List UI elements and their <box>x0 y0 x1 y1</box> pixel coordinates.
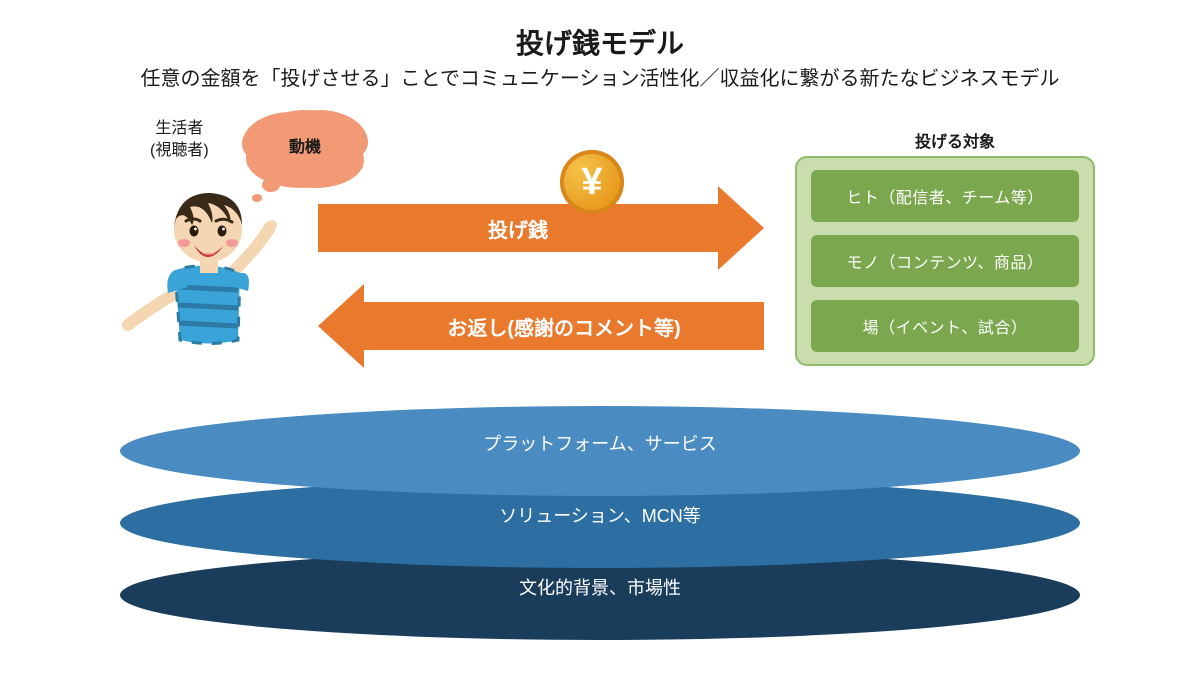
viewer-label: 生活者 (視聴者) <box>150 118 209 161</box>
layer-1: プラットフォーム、サービス <box>120 406 1080 496</box>
targets-title: 投げる対象 <box>810 128 1100 152</box>
arrow-head-right-icon <box>718 186 764 270</box>
targets-box: ヒト（配信者、チーム等） モノ（コンテンツ、商品） 場（イベント、試合） <box>795 156 1095 366</box>
return-arrow-label: お返し(感謝のコメント等) <box>364 302 764 350</box>
motive-label: 動機 <box>250 110 360 180</box>
motive-thought-bubble: 動機 <box>250 110 360 180</box>
return-arrow: お返し(感謝のコメント等) <box>318 284 764 368</box>
yen-coin-icon: ¥ <box>560 150 624 214</box>
layer-3-label: 文化的背景、市場性 <box>519 574 681 600</box>
target-item: モノ（コンテンツ、商品） <box>811 235 1079 287</box>
target-item: ヒト（配信者、チーム等） <box>811 170 1079 222</box>
page-title: 投げ銭モデル <box>0 22 1200 62</box>
page-subtitle: 任意の金額を「投げさせる」ことでコミュニケーション活性化／収益化に繋がる新たなビ… <box>0 62 1200 91</box>
target-item: 場（イベント、試合） <box>811 300 1079 352</box>
diagram-stage: 投げ銭モデル 任意の金額を「投げさせる」ことでコミュニケーション活性化／収益化に… <box>0 0 1200 677</box>
viewer-figure-icon <box>120 175 300 355</box>
tip-arrow: 投げ銭 <box>318 186 764 270</box>
yen-symbol: ¥ <box>581 163 602 201</box>
layer-2-label: ソリューション、MCN等 <box>499 502 701 528</box>
arrow-head-left-icon <box>318 284 364 368</box>
tip-arrow-label: 投げ銭 <box>318 204 718 252</box>
layer-1-label: プラットフォーム、サービス <box>483 430 716 456</box>
foundation-layers: 文化的背景、市場性 ソリューション、MCN等 プラットフォーム、サービス <box>120 400 1080 660</box>
